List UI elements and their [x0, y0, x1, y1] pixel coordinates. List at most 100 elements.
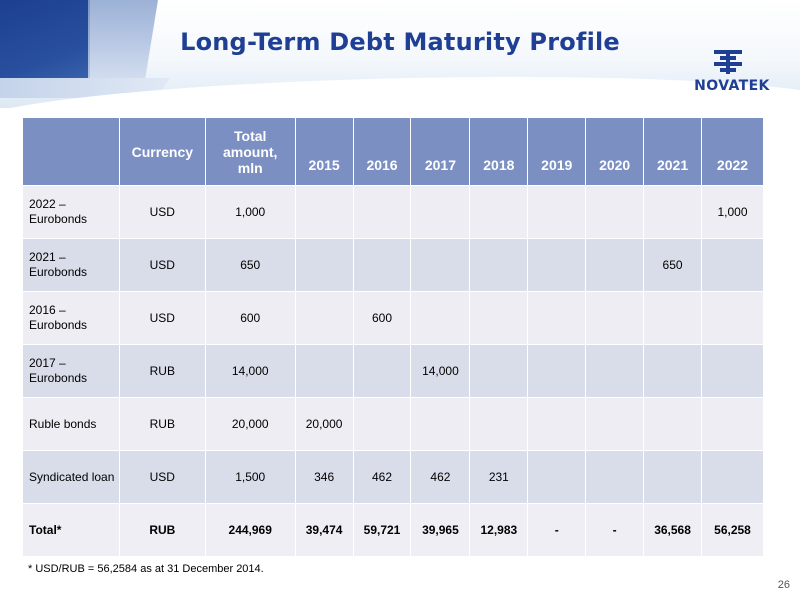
header-cell: 2016 [352, 117, 412, 186]
total-cell: 39,965 [410, 503, 471, 557]
table-row: Syndicated loan USD 1,500 346 462 462 23… [22, 450, 764, 504]
total-cell: 39,474 [294, 503, 354, 557]
header-cell: 2022 [701, 117, 764, 186]
table-cell [643, 291, 702, 345]
header-cell: 2021 [643, 117, 702, 186]
table-cell: RUB [118, 344, 206, 398]
table-cell [701, 450, 764, 504]
table-row: 2017 – Eurobonds RUB 14,000 14,000 [22, 344, 764, 398]
table-cell [294, 185, 354, 239]
table-cell [527, 344, 587, 398]
header-cell: Currency [118, 117, 206, 186]
table-cell: USD [118, 185, 206, 239]
table-total-row: Total* RUB 244,969 39,474 59,721 39,965 … [22, 503, 764, 557]
table-cell [701, 344, 764, 398]
header-background [0, 0, 800, 108]
debt-maturity-table: Currency Total amount, mln 2015 2016 201… [22, 117, 764, 557]
table-cell [352, 238, 412, 292]
table-cell [469, 397, 529, 451]
total-cell: 244,969 [204, 503, 296, 557]
table-cell [585, 450, 645, 504]
header-cell: 2019 [527, 117, 587, 186]
table-cell [410, 185, 471, 239]
header-cell: 2017 [410, 117, 471, 186]
table-cell: 14,000 [204, 344, 296, 398]
table-cell [643, 185, 702, 239]
table-cell: 462 [352, 450, 412, 504]
table-cell [469, 185, 529, 239]
header-corner-shade [88, 0, 158, 86]
table-cell [527, 185, 587, 239]
table-cell [410, 397, 471, 451]
table-cell [643, 450, 702, 504]
header-cell: Total amount, mln [204, 117, 296, 186]
logo-text: NOVATEK [694, 78, 770, 94]
table-cell: 462 [410, 450, 471, 504]
table-cell [352, 344, 412, 398]
table-cell: USD [118, 291, 206, 345]
table-cell: 1,500 [204, 450, 296, 504]
table-cell: 231 [469, 450, 529, 504]
table-cell [469, 238, 529, 292]
table-cell [585, 344, 645, 398]
table-cell [527, 238, 587, 292]
table-cell [410, 291, 471, 345]
page-number: 26 [777, 579, 790, 591]
table-cell [352, 397, 412, 451]
table-row: 2022 – Eurobonds USD 1,000 1,000 [22, 185, 764, 239]
header-cell: 2020 [585, 117, 645, 186]
table-cell [527, 397, 587, 451]
table-cell: 600 [352, 291, 412, 345]
table-cell: Syndicated loan [22, 450, 120, 504]
novatek-logo-mark-icon [714, 50, 742, 76]
table-cell [469, 291, 529, 345]
header-corner-decoration [0, 0, 90, 80]
table-cell [643, 397, 702, 451]
table-cell: 650 [204, 238, 296, 292]
table-cell [585, 397, 645, 451]
table-cell [527, 450, 587, 504]
table-cell [585, 291, 645, 345]
table-cell [643, 344, 702, 398]
company-logo: NOVATEK [684, 50, 780, 98]
table-cell: USD [118, 238, 206, 292]
table-cell [294, 238, 354, 292]
total-cell: 12,983 [469, 503, 529, 557]
table-cell: 2016 – Eurobonds [22, 291, 120, 345]
table-cell [294, 291, 354, 345]
footnote: * USD/RUB = 56,2584 as at 31 December 20… [28, 563, 264, 575]
table-cell: 1,000 [204, 185, 296, 239]
table-cell: 2017 – Eurobonds [22, 344, 120, 398]
table-cell: 20,000 [204, 397, 296, 451]
table-header-row: Currency Total amount, mln 2015 2016 201… [22, 117, 764, 186]
table-cell [701, 291, 764, 345]
total-cell: - [527, 503, 587, 557]
header-cell: 2018 [469, 117, 529, 186]
table-cell [527, 291, 587, 345]
table-cell [410, 238, 471, 292]
table-cell: 600 [204, 291, 296, 345]
total-cell: Total* [22, 503, 120, 557]
table-cell: 2022 – Eurobonds [22, 185, 120, 239]
total-cell: 59,721 [352, 503, 412, 557]
table-cell: 650 [643, 238, 702, 292]
table-cell: 14,000 [410, 344, 471, 398]
table-cell: 1,000 [701, 185, 764, 239]
total-cell: 36,568 [643, 503, 702, 557]
table-cell [701, 238, 764, 292]
table-cell: 346 [294, 450, 354, 504]
total-cell: RUB [118, 503, 206, 557]
table-row: 2021 – Eurobonds USD 650 650 [22, 238, 764, 292]
total-cell: - [585, 503, 645, 557]
page-title: Long-Term Debt Maturity Profile [180, 28, 620, 56]
table-cell [294, 344, 354, 398]
table-cell [469, 344, 529, 398]
table-cell [585, 238, 645, 292]
header-cell [22, 117, 120, 186]
table-cell: Ruble bonds [22, 397, 120, 451]
total-cell: 56,258 [701, 503, 764, 557]
table-cell [585, 185, 645, 239]
table-cell [701, 397, 764, 451]
table-row: 2016 – Eurobonds USD 600 600 [22, 291, 764, 345]
table-cell: USD [118, 450, 206, 504]
